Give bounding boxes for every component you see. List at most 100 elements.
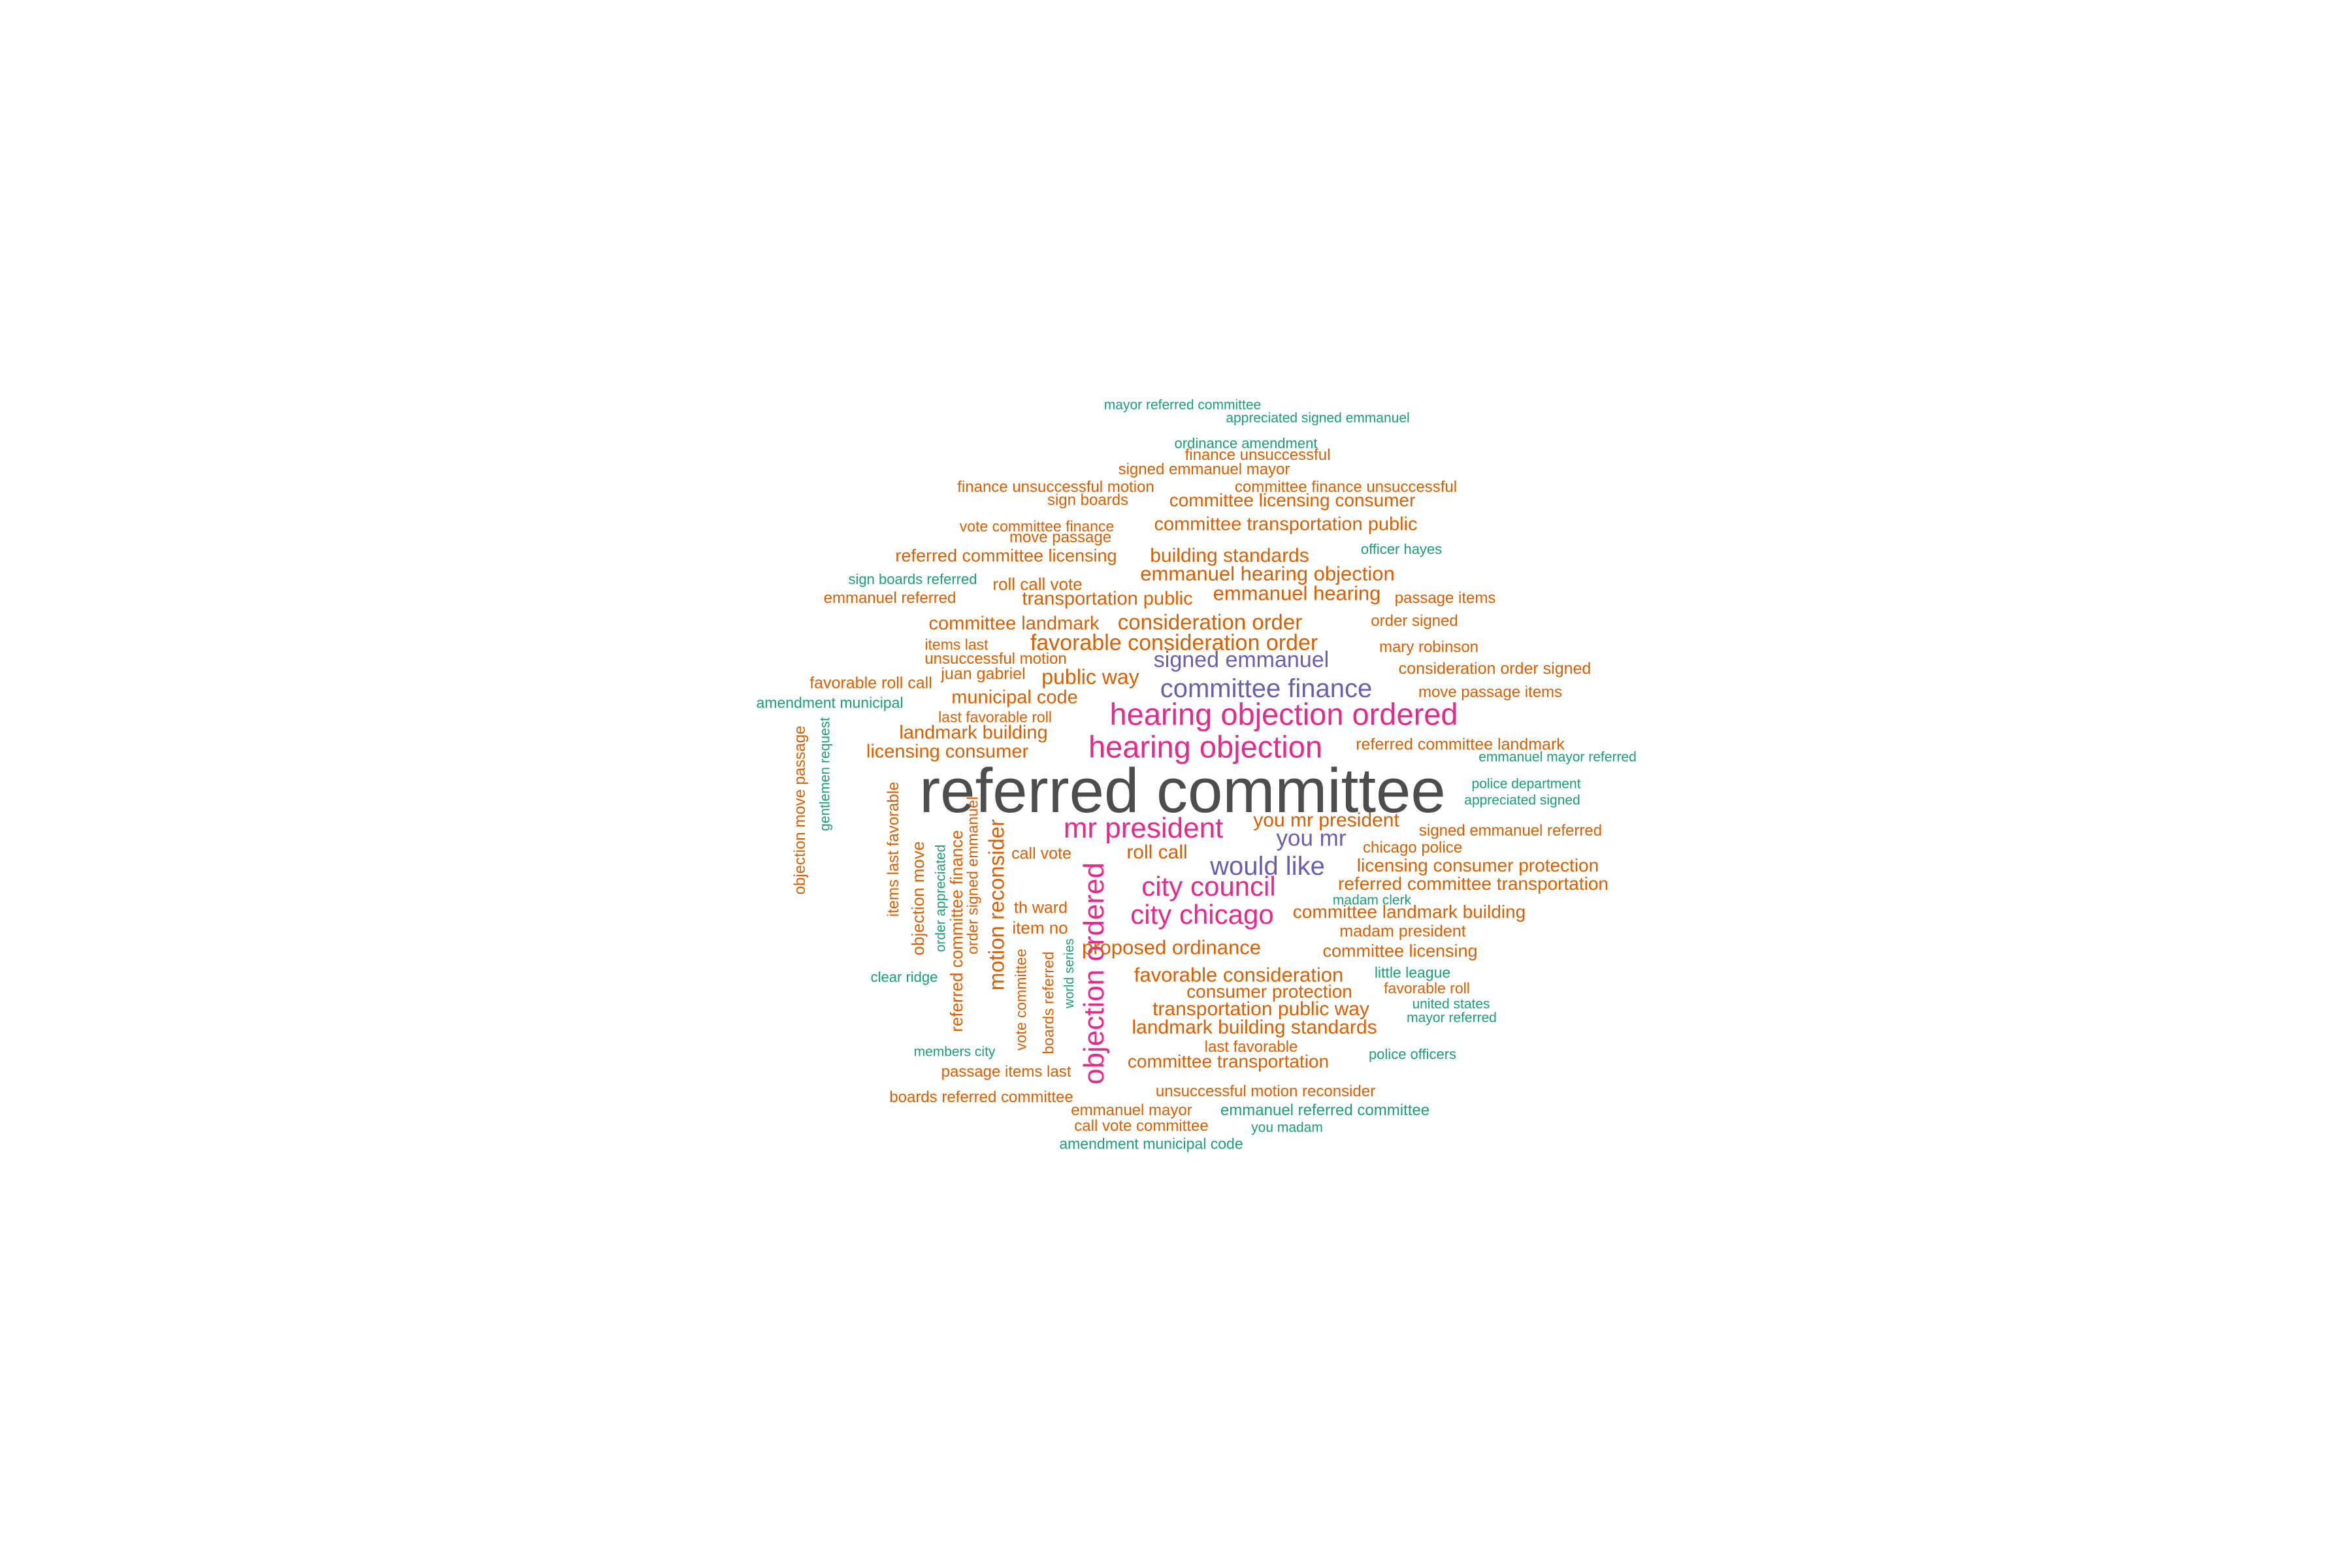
word: favorable consideration bbox=[1134, 963, 1344, 987]
word: passage items bbox=[1394, 589, 1496, 607]
word: referred committee licensing bbox=[895, 546, 1117, 566]
word: finance unsuccessful bbox=[1184, 446, 1331, 464]
word: move passage items bbox=[1418, 683, 1563, 701]
word: transportation public bbox=[1022, 588, 1193, 610]
word: emmanuel mayor referred bbox=[1478, 749, 1637, 765]
word: boards referred bbox=[1039, 951, 1057, 1054]
word: committee landmark bbox=[928, 613, 1100, 634]
word: would like bbox=[1210, 852, 1325, 881]
word: sign boards referred bbox=[848, 571, 977, 587]
word: committee licensing bbox=[1322, 941, 1478, 961]
word: municipal code bbox=[951, 687, 1078, 708]
word: signed emmanuel bbox=[1153, 647, 1330, 672]
word: consumer protection bbox=[1186, 981, 1352, 1002]
word: signed emmanuel mayor bbox=[1118, 461, 1290, 478]
word: items last favorable bbox=[885, 781, 902, 917]
word: committee transportation bbox=[1127, 1051, 1330, 1071]
word: referred committee transportation bbox=[1338, 874, 1609, 894]
word: police department bbox=[1471, 776, 1581, 792]
word: referred committee finance bbox=[947, 830, 966, 1032]
word: items last bbox=[924, 636, 988, 653]
word: last favorable roll bbox=[938, 708, 1052, 726]
word: finance unsuccessful motion bbox=[957, 478, 1154, 496]
word: call vote committee bbox=[1074, 1117, 1209, 1135]
word: emmanuel hearing bbox=[1213, 581, 1381, 605]
word: city chicago bbox=[1130, 899, 1274, 930]
word: world series bbox=[1062, 938, 1077, 1009]
word: committee transportation public bbox=[1154, 514, 1418, 535]
word: madam president bbox=[1339, 922, 1466, 941]
word: move passage bbox=[1009, 529, 1112, 546]
word: amendment municipal code bbox=[1059, 1135, 1243, 1152]
word: officer hayes bbox=[1360, 541, 1443, 557]
word: mayor referred bbox=[1407, 1010, 1497, 1026]
word: appreciated signed bbox=[1464, 792, 1580, 808]
word: committee finance unsuccessful bbox=[1234, 478, 1458, 496]
word: committee licensing consumer bbox=[1169, 490, 1416, 510]
word: roll call bbox=[1126, 841, 1188, 863]
word: call vote bbox=[1011, 844, 1071, 863]
word: gentlemen request bbox=[817, 717, 833, 831]
word: vote committee bbox=[1012, 949, 1030, 1051]
word: last favorable bbox=[1204, 1038, 1298, 1056]
word: emmanuel referred committee bbox=[1220, 1102, 1430, 1119]
word: item no bbox=[1012, 918, 1068, 938]
word: objection move bbox=[908, 841, 928, 956]
word: public way bbox=[1041, 665, 1139, 689]
word: city council bbox=[1141, 871, 1276, 902]
word: transportation public way bbox=[1152, 998, 1369, 1020]
word: madam clerk bbox=[1332, 892, 1412, 908]
word: referred committee landmark bbox=[1356, 735, 1565, 754]
word: proposed ordinance bbox=[1081, 936, 1262, 959]
word: emmanuel hearing objection bbox=[1140, 562, 1395, 585]
word: clear ridge bbox=[870, 969, 938, 985]
word: police officers bbox=[1368, 1046, 1457, 1062]
word: order signed emmanuel bbox=[964, 796, 981, 955]
word: members city bbox=[913, 1044, 996, 1060]
word: juan gabriel bbox=[941, 664, 1026, 683]
word: vote committee finance bbox=[959, 517, 1115, 535]
word: mayor referred committee bbox=[1103, 397, 1262, 413]
word: unsuccessful motion reconsider bbox=[1155, 1083, 1376, 1100]
word: order signed bbox=[1371, 612, 1458, 630]
word: mr president bbox=[1063, 812, 1224, 844]
word: unsuccessful motion bbox=[924, 650, 1067, 668]
word: licensing consumer bbox=[866, 741, 1029, 762]
word: appreciated signed emmanuel bbox=[1226, 410, 1410, 426]
word: signed emmanuel referred bbox=[1418, 822, 1603, 840]
word: you madam bbox=[1251, 1120, 1323, 1135]
word: building standards bbox=[1150, 545, 1309, 566]
word: you mr bbox=[1276, 825, 1347, 851]
word: mary robinson bbox=[1379, 638, 1479, 656]
word: th ward bbox=[1014, 898, 1068, 917]
word: emmanuel referred bbox=[823, 589, 956, 607]
word: emmanuel mayor bbox=[1071, 1102, 1192, 1119]
word: roll call vote bbox=[992, 574, 1083, 594]
word: amendment municipal bbox=[756, 694, 904, 711]
word: passage items last bbox=[941, 1063, 1071, 1081]
word: objection ordered bbox=[1078, 862, 1110, 1085]
word: ordinance amendment bbox=[1174, 435, 1318, 451]
word: hearing objection bbox=[1088, 729, 1322, 764]
word: chicago police bbox=[1362, 839, 1463, 857]
word: united states bbox=[1412, 996, 1490, 1012]
word: referred committee bbox=[919, 756, 1446, 826]
word: consideration order signed bbox=[1398, 659, 1592, 678]
word: favorable roll bbox=[1384, 979, 1470, 997]
word: favorable consideration order bbox=[1030, 630, 1318, 655]
word: motion reconsider bbox=[984, 819, 1009, 991]
word: favorable roll call bbox=[809, 674, 932, 693]
word: you mr president bbox=[1253, 809, 1399, 831]
word: consideration order bbox=[1117, 610, 1303, 634]
word: committee landmark building bbox=[1292, 902, 1526, 922]
word: sign boards bbox=[1047, 491, 1129, 509]
word: hearing objection ordered bbox=[1109, 696, 1458, 732]
word: landmark building standards bbox=[1132, 1017, 1377, 1038]
word: little league bbox=[1374, 964, 1451, 981]
word: landmark building bbox=[899, 722, 1048, 743]
word: committee finance bbox=[1160, 674, 1373, 703]
word: order appreciated bbox=[933, 844, 949, 953]
word: boards referred committee bbox=[889, 1088, 1073, 1106]
word: licensing consumer protection bbox=[1356, 855, 1599, 875]
